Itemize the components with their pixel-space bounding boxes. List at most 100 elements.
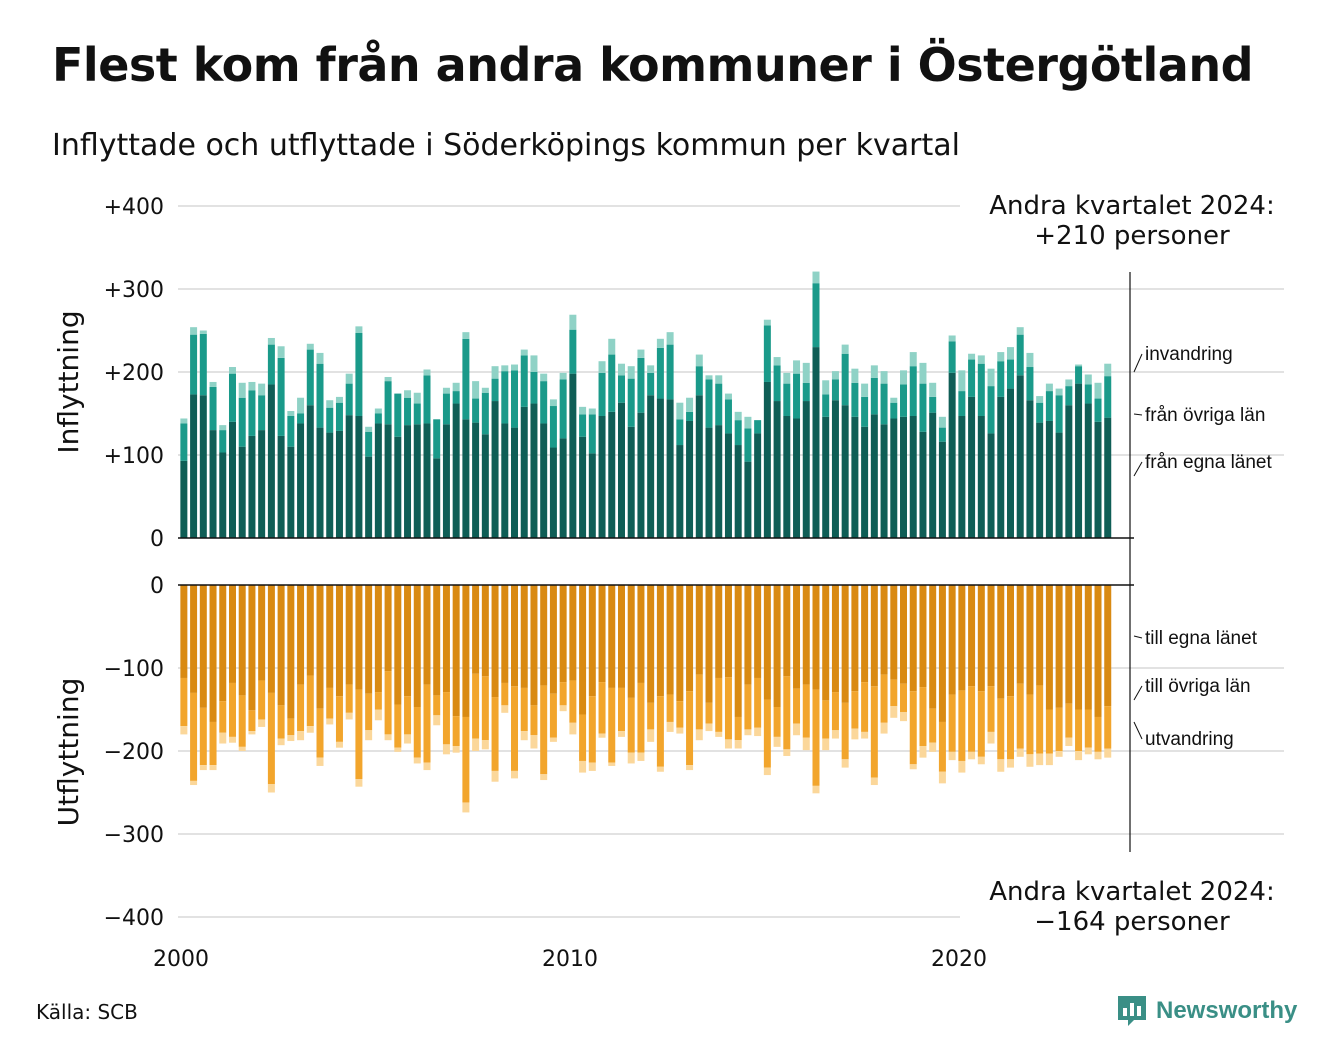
outflow-bar-segment: [335, 585, 343, 697]
inflow-bar-segment: [326, 432, 334, 538]
inflow-bar-segment: [783, 415, 791, 538]
outflow-bar-segment: [1036, 585, 1044, 686]
outflow-bar-segment: [579, 585, 587, 715]
inflow-bar-segment: [715, 425, 723, 538]
outflow-bar-segment: [559, 682, 567, 706]
inflow-bar-segment: [686, 420, 694, 538]
inflow-bar-segment: [297, 423, 305, 538]
inflow-bar-segment: [530, 355, 538, 372]
inflow-bar-segment: [228, 373, 236, 422]
inflow-bar-segment: [442, 393, 450, 425]
inflow-bar-segment: [831, 371, 839, 380]
outflow-bar-segment: [686, 585, 694, 692]
outflow-bar-segment: [1006, 585, 1014, 697]
inflow-bar-segment: [481, 392, 489, 435]
outflow-bar-segment: [938, 585, 946, 722]
outflow-bar-segment: [267, 692, 275, 785]
inflow-bar-segment: [705, 379, 713, 428]
inflow-bar-segment: [617, 402, 625, 538]
inflow-bar-segment: [831, 379, 839, 401]
inflow-bar-segment: [258, 395, 266, 431]
outflow-bar-segment: [1104, 585, 1112, 707]
inflow-bar-segment: [627, 378, 635, 427]
inflow-bar-segment: [549, 406, 557, 448]
inflow-bar-segment: [267, 344, 275, 385]
outflow-bar-segment: [549, 693, 557, 738]
inflow-bar-segment: [656, 347, 664, 399]
outflow-bar-segment: [1016, 748, 1024, 757]
inflow-bar-segment: [180, 460, 188, 538]
inflow-bar-segment: [666, 399, 674, 538]
outflow-bar-segment: [180, 677, 188, 727]
inflow-bar-segment: [676, 419, 684, 446]
outflow-bar-segment: [316, 757, 324, 766]
in-y-tick-label: +200: [104, 361, 164, 386]
inflow-bar-segment: [938, 441, 946, 538]
outflow-bar-segment: [1094, 716, 1102, 752]
inflow-bar-segment: [744, 461, 752, 538]
inflow-bar-segment: [909, 352, 917, 367]
outflow-bar-segment: [831, 585, 839, 693]
outflow-bar-segment: [637, 585, 645, 683]
newsworthy-logo: Newsworthy: [1116, 994, 1297, 1028]
inflow-bar-segment: [1065, 386, 1073, 406]
outflow-bar-segment: [812, 689, 820, 786]
outflow-bar-segment: [909, 585, 917, 692]
inflow-bar-segment: [997, 361, 1005, 397]
outflow-bar-segment: [870, 686, 878, 778]
outflow-bar-segment: [452, 585, 460, 717]
x-tick-label: 2000: [153, 947, 209, 972]
series-label-out: utvandring: [1145, 729, 1234, 750]
inflow-bar-segment: [841, 405, 849, 538]
inflow-bar-segment: [822, 416, 830, 538]
inflow-bar-segment: [491, 401, 499, 538]
outflow-bar-segment: [870, 777, 878, 786]
inflow-bar-segment: [238, 382, 246, 398]
inflow-bar-segment: [569, 373, 577, 538]
inflow-bar-segment: [822, 380, 830, 395]
inflow-bar-segment: [1016, 334, 1024, 376]
outflow-bar-segment: [919, 687, 927, 747]
outflow-bar-segment: [724, 585, 732, 678]
outflow-bar-segment: [579, 760, 587, 773]
inflow-bar-segment: [656, 338, 664, 348]
inflow-bar-segment: [793, 360, 801, 374]
outflow-bar-segment: [822, 738, 830, 751]
outflow-bar-segment: [209, 585, 217, 722]
outflow-bar-segment: [199, 765, 207, 771]
inflow-bar-segment: [637, 349, 645, 358]
inflow-bar-segment: [540, 423, 548, 538]
inflow-bar-segment: [355, 326, 363, 333]
outflow-bar-segment: [676, 701, 684, 728]
outflow-bar-segment: [520, 731, 528, 741]
inflow-bar-segment: [822, 394, 830, 417]
inflow-bar-segment: [345, 415, 353, 538]
outflow-bar-segment: [724, 677, 732, 740]
inflow-bar-segment: [1026, 352, 1034, 368]
outflow-bar-segment: [511, 770, 519, 779]
series-leader-line: [1133, 685, 1143, 701]
outflow-bar-segment: [277, 738, 285, 746]
inflow-panel-label: Inflyttning: [52, 310, 85, 453]
inflow-bar-segment: [724, 433, 732, 538]
outflow-bar-segment: [462, 802, 470, 813]
outflow-bar-segment: [1055, 707, 1063, 751]
inflow-bar-segment: [890, 418, 898, 538]
outflow-bar-segment: [287, 735, 295, 742]
outflow-bar-segment: [841, 585, 849, 703]
in-callout-line2: +210 personer: [1034, 221, 1230, 251]
outflow-bar-segment: [413, 757, 421, 764]
outflow-bar-segment: [404, 696, 412, 735]
outflow-bar-segment: [472, 738, 480, 751]
inflow-bar-segment: [520, 406, 528, 538]
outflow-bar-segment: [1075, 751, 1083, 761]
outflow-bar-segment: [442, 744, 450, 755]
outflow-bar-segment: [238, 746, 246, 751]
inflow-bar-segment: [258, 430, 266, 538]
outflow-bar-segment: [783, 749, 791, 756]
inflow-bar-segment: [355, 415, 363, 538]
outflow-bar-segment: [384, 734, 392, 741]
inflow-bar-segment: [452, 403, 460, 538]
out-y-tick-label: 0: [150, 574, 164, 599]
outflow-bar-segment: [929, 742, 937, 752]
